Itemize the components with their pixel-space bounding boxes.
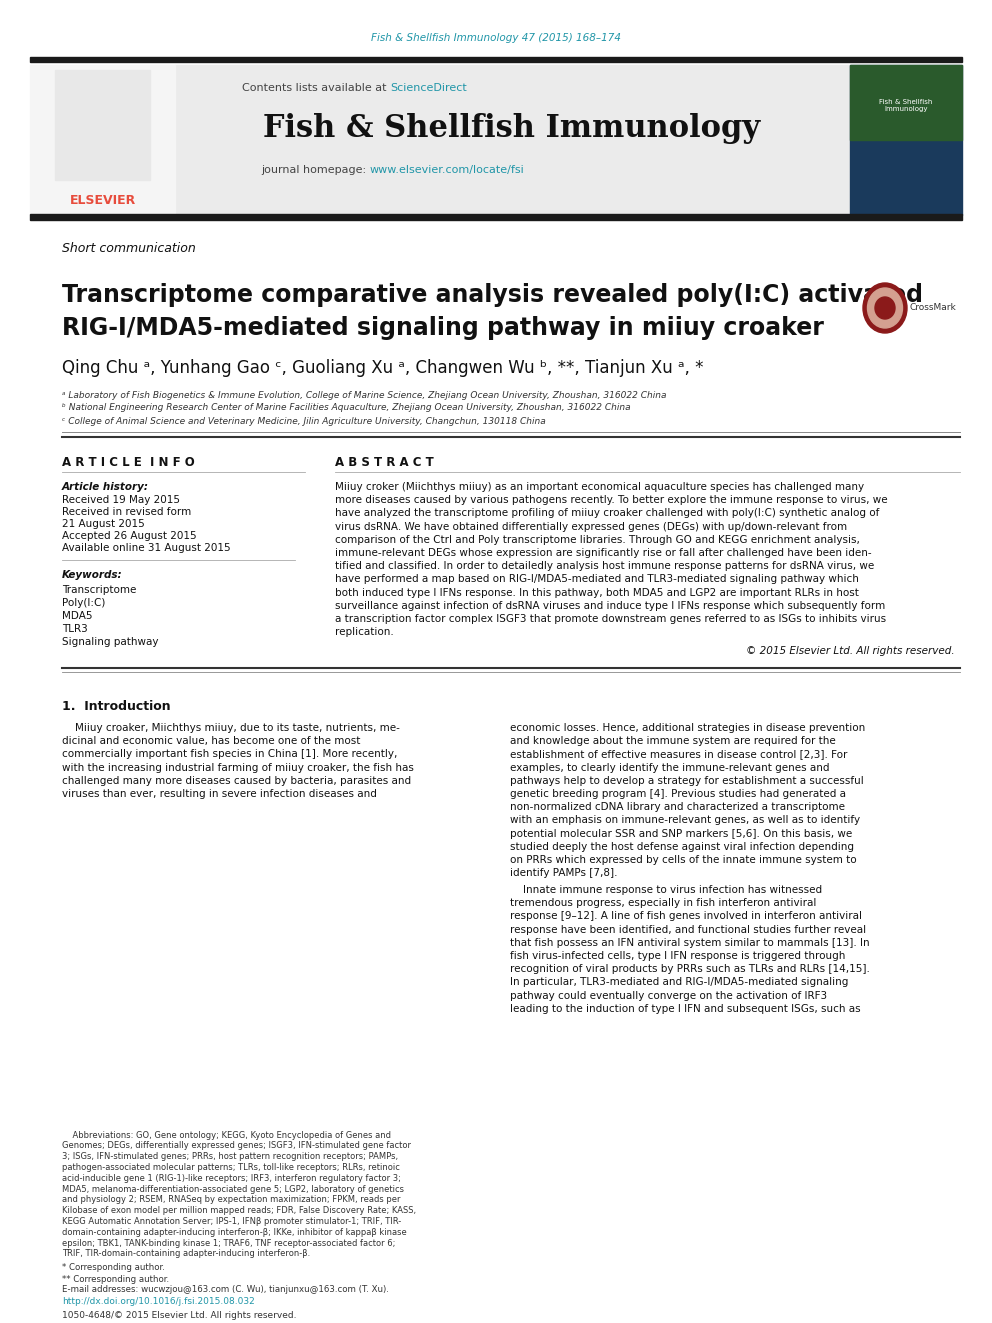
Text: non-normalized cDNA library and characterized a transcriptome: non-normalized cDNA library and characte… xyxy=(510,802,845,812)
Text: Innate immune response to virus infection has witnessed: Innate immune response to virus infectio… xyxy=(510,885,822,894)
Text: MDA5, melanoma-differentiation-associated gene 5; LGP2, laboratory of genetics: MDA5, melanoma-differentiation-associate… xyxy=(62,1184,404,1193)
Text: identify PAMPs [7,8].: identify PAMPs [7,8]. xyxy=(510,868,617,878)
Text: tremendous progress, especially in fish interferon antiviral: tremendous progress, especially in fish … xyxy=(510,898,816,908)
Text: Fish & Shellfish Immunology 47 (2015) 168–174: Fish & Shellfish Immunology 47 (2015) 16… xyxy=(371,33,621,44)
Bar xyxy=(30,57,962,62)
Text: response have been identified, and functional studies further reveal: response have been identified, and funct… xyxy=(510,925,866,934)
Text: KEGG Automatic Annotation Server; IPS-1, IFNβ promoter stimulator-1; TRIF, TIR-: KEGG Automatic Annotation Server; IPS-1,… xyxy=(62,1217,401,1226)
Text: potential molecular SSR and SNP markers [5,6]. On this basis, we: potential molecular SSR and SNP markers … xyxy=(510,828,852,839)
Text: ELSEVIER: ELSEVIER xyxy=(69,193,136,206)
Text: that fish possess an IFN antiviral system similar to mammals [13]. In: that fish possess an IFN antiviral syste… xyxy=(510,938,870,947)
Text: CrossMark: CrossMark xyxy=(910,303,956,312)
Text: leading to the induction of type I IFN and subsequent ISGs, such as: leading to the induction of type I IFN a… xyxy=(510,1004,861,1013)
Text: 1.  Introduction: 1. Introduction xyxy=(62,700,171,713)
Text: acid-inducible gene 1 (RIG-1)-like receptors; IRF3, interferon regulatory factor: acid-inducible gene 1 (RIG-1)-like recep… xyxy=(62,1174,401,1183)
Text: Signaling pathway: Signaling pathway xyxy=(62,636,159,647)
Text: have performed a map based on RIG-I/MDA5-mediated and TLR3-mediated signaling pa: have performed a map based on RIG-I/MDA5… xyxy=(335,574,859,585)
Text: immune-relevant DEGs whose expression are significantly rise or fall after chall: immune-relevant DEGs whose expression ar… xyxy=(335,548,872,558)
Text: 21 August 2015: 21 August 2015 xyxy=(62,519,145,529)
Bar xyxy=(30,214,962,220)
Text: replication.: replication. xyxy=(335,627,394,638)
Ellipse shape xyxy=(875,296,895,319)
Text: have analyzed the transcriptome profiling of miiuy croaker challenged with poly(: have analyzed the transcriptome profilin… xyxy=(335,508,879,519)
Text: challenged many more diseases caused by bacteria, parasites and: challenged many more diseases caused by … xyxy=(62,775,411,786)
Text: Poly(I:C): Poly(I:C) xyxy=(62,598,105,609)
Text: Abbreviations: GO, Gene ontology; KEGG, Kyoto Encyclopedia of Genes and: Abbreviations: GO, Gene ontology; KEGG, … xyxy=(62,1130,391,1139)
Bar xyxy=(850,65,962,216)
Text: pathway could eventually converge on the activation of IRF3: pathway could eventually converge on the… xyxy=(510,991,827,1000)
Text: surveillance against infection of dsRNA viruses and induce type I IFNs response : surveillance against infection of dsRNA … xyxy=(335,601,885,611)
Text: commercially important fish species in China [1]. More recently,: commercially important fish species in C… xyxy=(62,749,398,759)
Text: © 2015 Elsevier Ltd. All rights reserved.: © 2015 Elsevier Ltd. All rights reserved… xyxy=(746,646,955,656)
Text: TLR3: TLR3 xyxy=(62,624,87,634)
Text: a transcription factor complex ISGF3 that promote downstream genes referred to a: a transcription factor complex ISGF3 tha… xyxy=(335,614,886,624)
Text: Transcriptome: Transcriptome xyxy=(62,585,136,595)
Text: and knowledge about the immune system are required for the: and knowledge about the immune system ar… xyxy=(510,736,835,746)
Text: ScienceDirect: ScienceDirect xyxy=(390,83,467,93)
Text: domain-containing adapter-inducing interferon-β; IKKe, inhibitor of kappaβ kinas: domain-containing adapter-inducing inter… xyxy=(62,1228,407,1237)
Text: Keywords:: Keywords: xyxy=(62,570,123,579)
Text: A B S T R A C T: A B S T R A C T xyxy=(335,455,434,468)
Text: virus dsRNA. We have obtained differentially expressed genes (DEGs) with up/down: virus dsRNA. We have obtained differenti… xyxy=(335,521,847,532)
Bar xyxy=(175,65,850,216)
Text: more diseases caused by various pathogens recently. To better explore the immune: more diseases caused by various pathogen… xyxy=(335,495,888,505)
Bar xyxy=(55,70,150,180)
Text: Fish & Shellfish Immunology: Fish & Shellfish Immunology xyxy=(264,112,761,143)
Text: genetic breeding program [4]. Previous studies had generated a: genetic breeding program [4]. Previous s… xyxy=(510,789,846,799)
Text: examples, to clearly identify the immune-relevant genes and: examples, to clearly identify the immune… xyxy=(510,762,829,773)
Text: E-mail addresses: wucwzjou@163.com (C. Wu), tianjunxu@163.com (T. Xu).: E-mail addresses: wucwzjou@163.com (C. W… xyxy=(62,1286,389,1294)
Text: Qing Chu ᵃ, Yunhang Gao ᶜ, Guoliang Xu ᵃ, Changwen Wu ᵇ, **, Tianjun Xu ᵃ, *: Qing Chu ᵃ, Yunhang Gao ᶜ, Guoliang Xu ᵃ… xyxy=(62,359,703,377)
Text: pathogen-associated molecular patterns; TLRs, toll-like receptors; RLRs, retinoi: pathogen-associated molecular patterns; … xyxy=(62,1163,400,1172)
Bar xyxy=(850,65,962,140)
Text: Fish & Shellfish
Immunology: Fish & Shellfish Immunology xyxy=(879,98,932,111)
Text: Kilobase of exon model per million mapped reads; FDR, False Discovery Rate; KASS: Kilobase of exon model per million mappe… xyxy=(62,1207,416,1215)
Text: both induced type I IFNs response. In this pathway, both MDA5 and LGP2 are impor: both induced type I IFNs response. In th… xyxy=(335,587,859,598)
Text: Miiuy croaker, Miichthys miiuy, due to its taste, nutrients, me-: Miiuy croaker, Miichthys miiuy, due to i… xyxy=(62,722,400,733)
Text: Short communication: Short communication xyxy=(62,242,195,254)
Text: www.elsevier.com/locate/fsi: www.elsevier.com/locate/fsi xyxy=(370,165,525,175)
Text: Contents lists available at: Contents lists available at xyxy=(242,83,390,93)
Text: Accepted 26 August 2015: Accepted 26 August 2015 xyxy=(62,531,196,541)
Text: on PRRs which expressed by cells of the innate immune system to: on PRRs which expressed by cells of the … xyxy=(510,855,857,865)
Text: studied deeply the host defense against viral infection depending: studied deeply the host defense against … xyxy=(510,841,854,852)
Text: Received in revised form: Received in revised form xyxy=(62,507,191,517)
Text: Received 19 May 2015: Received 19 May 2015 xyxy=(62,495,180,505)
Text: Miiuy croker (Miichthys miiuy) as an important economical aquaculture species ha: Miiuy croker (Miichthys miiuy) as an imp… xyxy=(335,482,864,492)
Ellipse shape xyxy=(867,288,903,328)
Text: economic losses. Hence, additional strategies in disease prevention: economic losses. Hence, additional strat… xyxy=(510,722,865,733)
Text: RIG-I/MDA5-mediated signaling pathway in miiuy croaker: RIG-I/MDA5-mediated signaling pathway in… xyxy=(62,316,824,340)
Text: * Corresponding author.: * Corresponding author. xyxy=(62,1263,165,1273)
Text: recognition of viral products by PRRs such as TLRs and RLRs [14,15].: recognition of viral products by PRRs su… xyxy=(510,964,870,974)
Text: pathways help to develop a strategy for establishment a successful: pathways help to develop a strategy for … xyxy=(510,775,864,786)
Text: http://dx.doi.org/10.1016/j.fsi.2015.08.032: http://dx.doi.org/10.1016/j.fsi.2015.08.… xyxy=(62,1298,255,1307)
Text: Transcriptome comparative analysis revealed poly(I:C) activated: Transcriptome comparative analysis revea… xyxy=(62,283,923,307)
Text: tified and classified. In order to detailedly analysis host immune response patt: tified and classified. In order to detai… xyxy=(335,561,874,572)
Text: with an emphasis on immune-relevant genes, as well as to identify: with an emphasis on immune-relevant gene… xyxy=(510,815,860,826)
Text: journal homepage:: journal homepage: xyxy=(261,165,370,175)
Text: epsilon; TBK1, TANK-binding kinase 1; TRAF6, TNF receptor-associated factor 6;: epsilon; TBK1, TANK-binding kinase 1; TR… xyxy=(62,1238,396,1248)
Text: and physiology 2; RSEM, RNASeq by expectation maximization; FPKM, reads per: and physiology 2; RSEM, RNASeq by expect… xyxy=(62,1195,401,1204)
Text: 3; ISGs, IFN-stimulated genes; PRRs, host pattern recognition receptors; PAMPs,: 3; ISGs, IFN-stimulated genes; PRRs, hos… xyxy=(62,1152,398,1162)
Text: response [9–12]. A line of fish genes involved in interferon antiviral: response [9–12]. A line of fish genes in… xyxy=(510,912,862,921)
Text: TRIF, TIR-domain-containing adapter-inducing interferon-β.: TRIF, TIR-domain-containing adapter-indu… xyxy=(62,1249,310,1258)
Text: ᶜ College of Animal Science and Veterinary Medicine, Jilin Agriculture Universit: ᶜ College of Animal Science and Veterina… xyxy=(62,417,546,426)
Text: Available online 31 August 2015: Available online 31 August 2015 xyxy=(62,542,230,553)
Text: viruses than ever, resulting in severe infection diseases and: viruses than ever, resulting in severe i… xyxy=(62,789,377,799)
Text: Article history:: Article history: xyxy=(62,482,149,492)
Text: ** Corresponding author.: ** Corresponding author. xyxy=(62,1274,169,1283)
Text: comparison of the Ctrl and Poly transcriptome libraries. Through GO and KEGG enr: comparison of the Ctrl and Poly transcri… xyxy=(335,534,860,545)
Text: Genomes; DEGs, differentially expressed genes; ISGF3, IFN-stimulated gene factor: Genomes; DEGs, differentially expressed … xyxy=(62,1142,411,1150)
Text: MDA5: MDA5 xyxy=(62,611,92,620)
Text: dicinal and economic value, has become one of the most: dicinal and economic value, has become o… xyxy=(62,736,360,746)
Text: with the increasing industrial farming of miiuy croaker, the fish has: with the increasing industrial farming o… xyxy=(62,762,414,773)
Text: fish virus-infected cells, type I IFN response is triggered through: fish virus-infected cells, type I IFN re… xyxy=(510,951,845,960)
Text: establishment of effective measures in disease control [2,3]. For: establishment of effective measures in d… xyxy=(510,749,847,759)
Ellipse shape xyxy=(863,283,907,333)
Text: A R T I C L E  I N F O: A R T I C L E I N F O xyxy=(62,455,194,468)
Bar xyxy=(30,65,175,216)
Text: In particular, TLR3-mediated and RIG-I/MDA5-mediated signaling: In particular, TLR3-mediated and RIG-I/M… xyxy=(510,978,848,987)
Text: ᵇ National Engineering Research Center of Marine Facilities Aquaculture, Zhejian: ᵇ National Engineering Research Center o… xyxy=(62,404,631,413)
Text: 1050-4648/© 2015 Elsevier Ltd. All rights reserved.: 1050-4648/© 2015 Elsevier Ltd. All right… xyxy=(62,1311,297,1319)
Text: ᵃ Laboratory of Fish Biogenetics & Immune Evolution, College of Marine Science, : ᵃ Laboratory of Fish Biogenetics & Immun… xyxy=(62,390,667,400)
